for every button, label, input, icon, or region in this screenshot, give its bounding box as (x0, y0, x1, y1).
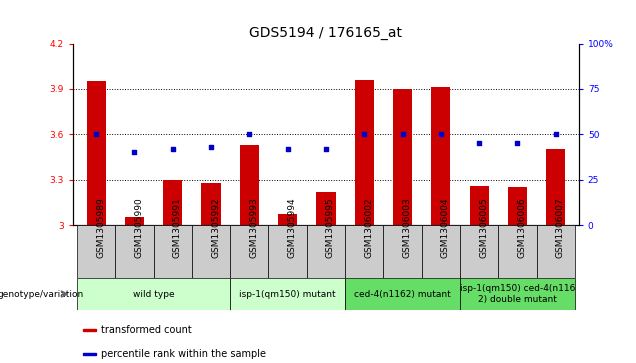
Bar (469, 186, 488, 225)
Text: transformed count: transformed count (100, 325, 191, 335)
Bar (508, 187, 527, 225)
Bar (460, 278, 575, 310)
Text: GSM1305991: GSM1305991 (173, 197, 182, 258)
Bar (115, 225, 153, 278)
Bar (230, 225, 268, 278)
Title: GDS5194 / 176165_at: GDS5194 / 176165_at (249, 26, 403, 40)
Point (551, 131, 561, 137)
Bar (393, 89, 412, 225)
Text: GSM1306005: GSM1306005 (479, 197, 488, 258)
Point (129, 150, 139, 155)
Point (244, 131, 254, 137)
Text: GSM1306002: GSM1306002 (364, 197, 373, 258)
Point (513, 140, 523, 146)
Bar (83, 329, 95, 331)
Text: ced-4(n1162) mutant: ced-4(n1162) mutant (354, 290, 451, 298)
Bar (268, 225, 307, 278)
Point (474, 140, 484, 146)
Text: GSM1305994: GSM1305994 (287, 197, 296, 258)
Bar (384, 225, 422, 278)
Text: GSM1306004: GSM1306004 (441, 197, 450, 258)
Point (206, 144, 216, 150)
Point (321, 146, 331, 152)
Bar (86, 81, 106, 225)
Bar (77, 225, 115, 278)
Text: GSM1305990: GSM1305990 (134, 197, 144, 258)
Text: percentile rank within the sample: percentile rank within the sample (100, 348, 266, 359)
Bar (240, 145, 259, 225)
Text: isp-1(qm150) ced-4(n116
2) double mutant: isp-1(qm150) ced-4(n116 2) double mutant (460, 284, 575, 304)
Text: GSM1305989: GSM1305989 (96, 197, 105, 258)
Bar (316, 192, 336, 225)
Point (359, 131, 370, 137)
Bar (163, 180, 183, 225)
Text: GSM1306006: GSM1306006 (518, 197, 527, 258)
Point (91, 131, 101, 137)
Point (282, 146, 293, 152)
Bar (83, 352, 95, 355)
Text: isp-1(qm150) mutant: isp-1(qm150) mutant (239, 290, 336, 298)
Text: GSM1305992: GSM1305992 (211, 197, 220, 258)
Bar (546, 150, 565, 225)
Bar (278, 215, 297, 225)
Bar (307, 225, 345, 278)
Bar (422, 225, 460, 278)
Text: GSM1306007: GSM1306007 (556, 197, 565, 258)
Bar (153, 225, 192, 278)
Bar (345, 278, 460, 310)
Bar (537, 225, 575, 278)
Bar (431, 87, 450, 225)
Bar (230, 278, 345, 310)
Point (168, 146, 178, 152)
Text: genotype/variation: genotype/variation (0, 290, 83, 298)
Bar (125, 217, 144, 225)
Text: GSM1306003: GSM1306003 (403, 197, 411, 258)
Bar (345, 225, 384, 278)
Text: GSM1305995: GSM1305995 (326, 197, 335, 258)
Text: wild type: wild type (133, 290, 174, 298)
Point (436, 131, 446, 137)
Bar (355, 80, 374, 225)
Bar (499, 225, 537, 278)
Bar (192, 225, 230, 278)
Bar (202, 183, 221, 225)
Bar (77, 278, 230, 310)
Bar (460, 225, 499, 278)
Text: GSM1305993: GSM1305993 (249, 197, 258, 258)
Point (398, 131, 408, 137)
